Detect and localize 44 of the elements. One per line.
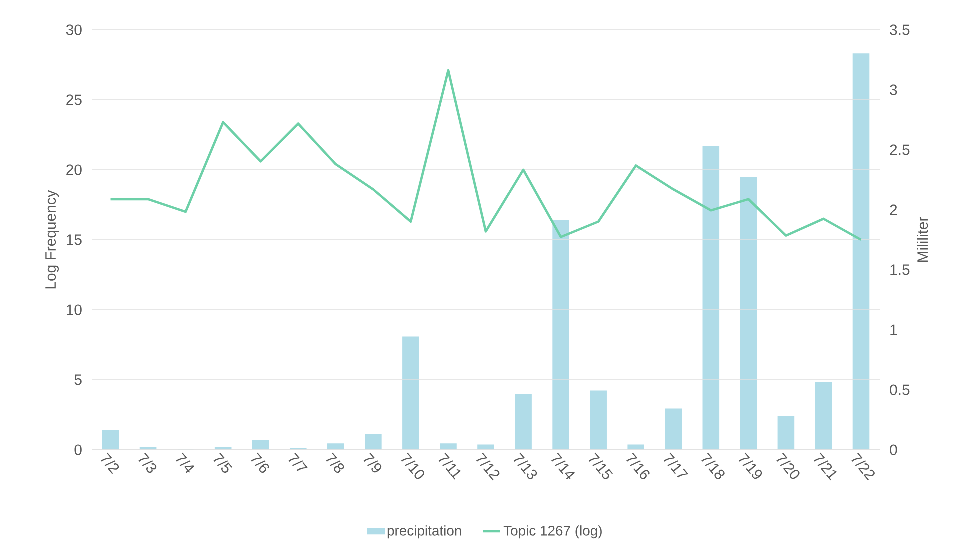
line-series	[110, 69, 862, 242]
y2-tick-label: 2	[890, 204, 898, 216]
bar	[552, 220, 570, 450]
y-tick-label: 15	[67, 234, 82, 246]
y2-axis-title: Mililiter	[917, 217, 928, 262]
bar	[740, 177, 758, 450]
bar	[252, 440, 270, 450]
bar	[665, 408, 682, 450]
y-tick-label: 25	[66, 94, 82, 106]
bar	[515, 394, 532, 450]
legend-label: Topic 1267 (log)	[504, 526, 602, 539]
y-axis-title: Log Frequency	[46, 190, 60, 289]
y2-tick-label: 3	[890, 84, 898, 96]
y2-tick-label: 1.5	[890, 264, 910, 276]
bar	[440, 444, 457, 450]
bar	[328, 444, 344, 450]
x-tick-label: 7/2	[101, 452, 120, 474]
y2-tick-label: 2.5	[890, 144, 910, 156]
x-tick-label: 7/7	[288, 452, 308, 472]
bar	[815, 382, 832, 450]
y-tick-label: 30	[66, 24, 82, 36]
bar	[365, 434, 382, 450]
y-tick-label: 20	[66, 164, 82, 176]
x-tick-label: 7/9	[364, 452, 382, 473]
y-tick-label: 5	[74, 374, 82, 386]
y2-tick-label: 3.5	[890, 24, 910, 36]
bar	[852, 54, 870, 450]
y-tick-label: 10	[67, 304, 82, 316]
x-tick-label: 7/8	[326, 452, 344, 474]
legend-label: precipitation	[388, 526, 462, 539]
x-tick-label: 7/17	[664, 452, 688, 478]
y2-tick-label: 0.5	[890, 384, 910, 396]
bar	[590, 390, 607, 450]
x-tick-label: 7/5	[214, 452, 232, 474]
y2-tick-label: 0	[890, 444, 898, 456]
bar	[102, 430, 120, 450]
bar	[702, 146, 720, 450]
bar	[402, 336, 420, 450]
x-tick-label: 7/4	[176, 452, 195, 474]
y-tick-label: 0	[74, 444, 82, 456]
x-tick-label: 7/3	[138, 452, 157, 474]
x-tick-label: 7/6	[251, 452, 270, 474]
y2-tick-label: 1	[890, 324, 898, 336]
bar	[778, 416, 795, 450]
